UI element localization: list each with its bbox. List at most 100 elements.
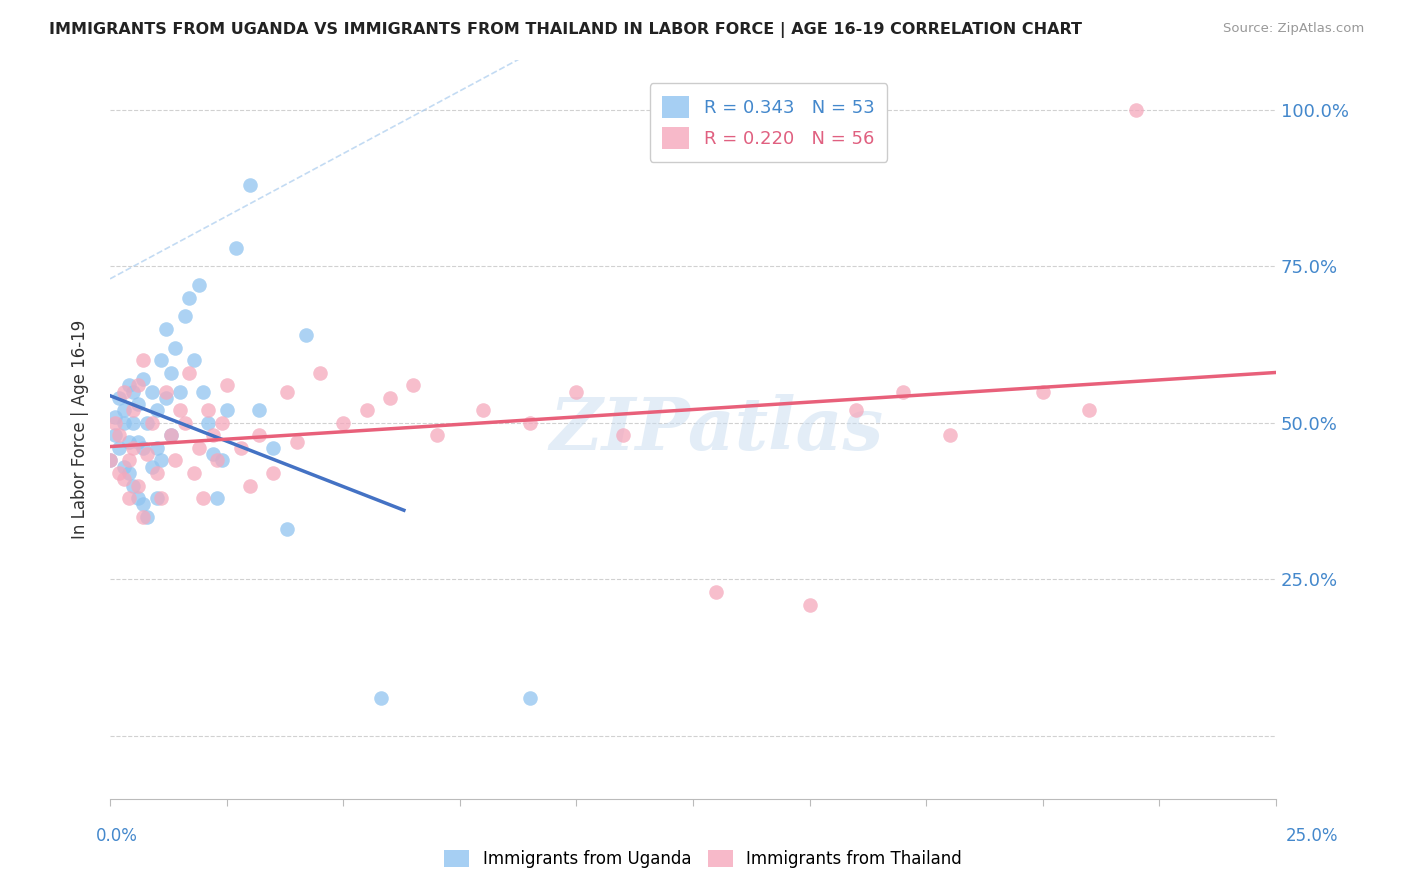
Legend: R = 0.343   N = 53, R = 0.220   N = 56: R = 0.343 N = 53, R = 0.220 N = 56 xyxy=(650,84,887,161)
Point xyxy=(1078,403,1101,417)
Point xyxy=(150,453,173,467)
Point xyxy=(118,466,141,480)
Point xyxy=(127,378,149,392)
Point xyxy=(145,491,167,505)
Point xyxy=(239,478,262,492)
Point xyxy=(276,384,298,399)
Point xyxy=(122,441,145,455)
Point xyxy=(112,472,135,486)
Point xyxy=(225,240,247,254)
Point xyxy=(145,466,167,480)
Point xyxy=(132,497,155,511)
Point xyxy=(239,178,262,192)
Point xyxy=(118,453,141,467)
Point xyxy=(165,453,187,467)
Point xyxy=(136,447,159,461)
Point xyxy=(1125,103,1147,117)
Point xyxy=(127,491,149,505)
Point xyxy=(122,403,145,417)
Point xyxy=(179,291,201,305)
Point xyxy=(938,428,960,442)
Text: IMMIGRANTS FROM UGANDA VS IMMIGRANTS FROM THAILAND IN LABOR FORCE | AGE 16-19 CO: IMMIGRANTS FROM UGANDA VS IMMIGRANTS FRO… xyxy=(49,22,1083,38)
Point xyxy=(183,353,205,368)
Point xyxy=(402,378,425,392)
Text: 0.0%: 0.0% xyxy=(96,827,138,845)
Point xyxy=(104,428,127,442)
Point xyxy=(150,491,173,505)
Point xyxy=(378,391,401,405)
Point xyxy=(127,478,149,492)
Point xyxy=(118,491,141,505)
Point xyxy=(150,353,173,368)
Point xyxy=(211,453,233,467)
Point xyxy=(201,447,224,461)
Point xyxy=(141,459,163,474)
Point xyxy=(565,384,588,399)
Point xyxy=(187,278,209,293)
Point xyxy=(309,366,332,380)
Point xyxy=(891,384,914,399)
Point xyxy=(519,416,541,430)
Point xyxy=(122,384,145,399)
Point xyxy=(472,403,495,417)
Point xyxy=(122,478,145,492)
Point xyxy=(159,428,181,442)
Point xyxy=(285,434,308,449)
Point xyxy=(165,341,187,355)
Point xyxy=(132,353,155,368)
Point xyxy=(332,416,354,430)
Point xyxy=(118,434,141,449)
Point xyxy=(136,509,159,524)
Point xyxy=(155,384,177,399)
Point xyxy=(845,403,868,417)
Point xyxy=(169,403,191,417)
Point xyxy=(122,416,145,430)
Point xyxy=(276,522,298,536)
Point xyxy=(98,453,121,467)
Point xyxy=(112,403,135,417)
Point xyxy=(136,416,159,430)
Y-axis label: In Labor Force | Age 16-19: In Labor Force | Age 16-19 xyxy=(72,319,89,539)
Text: ZIPatlas: ZIPatlas xyxy=(550,393,883,465)
Point xyxy=(262,441,284,455)
Point xyxy=(173,310,195,324)
Point xyxy=(229,441,252,455)
Point xyxy=(201,428,224,442)
Point xyxy=(704,585,727,599)
Point xyxy=(132,509,155,524)
Point xyxy=(108,391,131,405)
Point xyxy=(132,441,155,455)
Point xyxy=(127,434,149,449)
Point xyxy=(159,428,181,442)
Point xyxy=(141,416,163,430)
Point xyxy=(108,441,131,455)
Point xyxy=(118,378,141,392)
Point xyxy=(112,416,135,430)
Point xyxy=(799,598,821,612)
Point xyxy=(215,403,238,417)
Point xyxy=(108,466,131,480)
Point xyxy=(127,397,149,411)
Point xyxy=(179,366,201,380)
Point xyxy=(211,416,233,430)
Point xyxy=(1032,384,1054,399)
Point xyxy=(141,384,163,399)
Point xyxy=(262,466,284,480)
Point xyxy=(207,453,229,467)
Legend: Immigrants from Uganda, Immigrants from Thailand: Immigrants from Uganda, Immigrants from … xyxy=(437,843,969,875)
Point xyxy=(197,416,219,430)
Point xyxy=(247,428,270,442)
Point xyxy=(247,403,270,417)
Text: Source: ZipAtlas.com: Source: ZipAtlas.com xyxy=(1223,22,1364,36)
Point xyxy=(155,391,177,405)
Text: 25.0%: 25.0% xyxy=(1286,827,1339,845)
Point xyxy=(104,416,127,430)
Point xyxy=(173,416,195,430)
Point xyxy=(193,384,215,399)
Point xyxy=(197,403,219,417)
Point xyxy=(108,428,131,442)
Point xyxy=(104,409,127,424)
Point xyxy=(169,384,191,399)
Point xyxy=(356,403,378,417)
Point xyxy=(183,466,205,480)
